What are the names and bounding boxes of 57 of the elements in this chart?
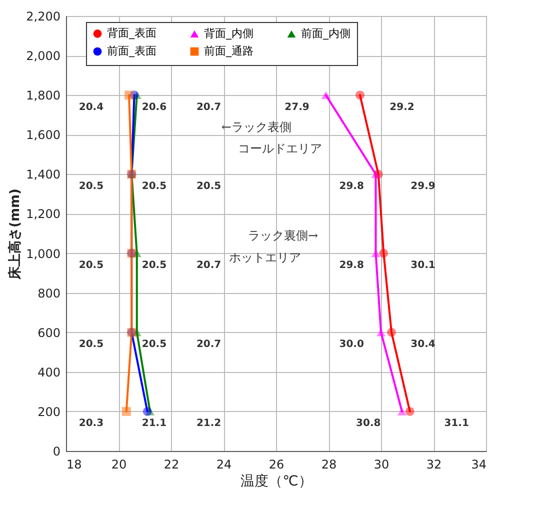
x-tick-label: 34 <box>471 458 486 472</box>
legend-label: 背面_表面 <box>107 26 156 40</box>
y-tick-label: 800 <box>38 286 60 300</box>
annotation: 20.6 <box>142 102 167 113</box>
y-tick-label: 600 <box>38 326 60 340</box>
y-tick-label: 1,800 <box>26 88 60 103</box>
y-tick-label: 2,000 <box>26 49 60 64</box>
annotation: 20.5 <box>142 181 167 192</box>
annotation: 21.1 <box>142 418 167 430</box>
annotation: ホットエリア <box>229 250 302 264</box>
legend-label: 前面_通路 <box>204 44 254 58</box>
x-tick-label: 30 <box>374 458 390 472</box>
x-tick-label: 28 <box>321 458 337 472</box>
annotation: 21.2 <box>196 418 222 430</box>
annotation: 30.0 <box>339 339 364 350</box>
legend-label: 前面_内側 <box>301 26 350 40</box>
legend-label: 前面_表面 <box>107 44 156 58</box>
y-tick-label: 2,200 <box>26 10 60 24</box>
x-tick-label: 22 <box>164 458 180 472</box>
annotation: 29.8 <box>339 260 364 272</box>
x-tick-label: 26 <box>268 458 284 472</box>
y-tick-label: 1,600 <box>26 128 60 142</box>
y-tick-label: 200 <box>38 404 60 419</box>
annotation: 20.7 <box>196 339 222 350</box>
annotation: ラック裏側→ <box>248 228 318 243</box>
annotation: 30.8 <box>356 418 381 430</box>
annotation: 20.4 <box>78 102 104 113</box>
annotation: 30.1 <box>410 260 436 272</box>
annotation: 20.5 <box>78 260 104 272</box>
y-axis-title: 床上高さ(mm) <box>7 188 24 280</box>
annotation: 20.7 <box>196 102 222 113</box>
annotation: 30.4 <box>410 339 436 350</box>
annotation: 27.9 <box>284 102 310 113</box>
y-tick-label: 1,000 <box>26 246 60 261</box>
y-tick-label: 400 <box>38 365 60 380</box>
x-tick-label: 32 <box>426 458 442 472</box>
y-tick-label: 1,200 <box>26 207 60 222</box>
annotation: 20.5 <box>78 339 104 350</box>
annotation: 20.3 <box>78 418 104 430</box>
annotation: 20.5 <box>78 181 104 192</box>
x-axis-title: 温度（℃） <box>240 474 312 490</box>
annotation: 20.5 <box>142 260 167 272</box>
y-tick-label: 1,400 <box>26 168 60 182</box>
annotation: 29.8 <box>339 181 364 192</box>
annotation: ←ラック表側 <box>221 120 292 134</box>
x-tick-label: 18 <box>66 458 82 472</box>
legend-label: 背面_内側 <box>204 26 254 40</box>
y-tick-label: 0 <box>52 444 60 458</box>
annotation: 20.5 <box>142 339 167 350</box>
annotation: コールドエリア <box>238 142 322 156</box>
annotation: 20.7 <box>196 260 222 272</box>
x-tick-label: 20 <box>111 458 127 472</box>
annotation: 20.5 <box>196 181 222 192</box>
annotation: 31.1 <box>444 418 469 430</box>
x-tick-label: 24 <box>216 458 232 472</box>
annotation: 29.9 <box>410 181 436 192</box>
annotation: 29.2 <box>390 102 414 113</box>
